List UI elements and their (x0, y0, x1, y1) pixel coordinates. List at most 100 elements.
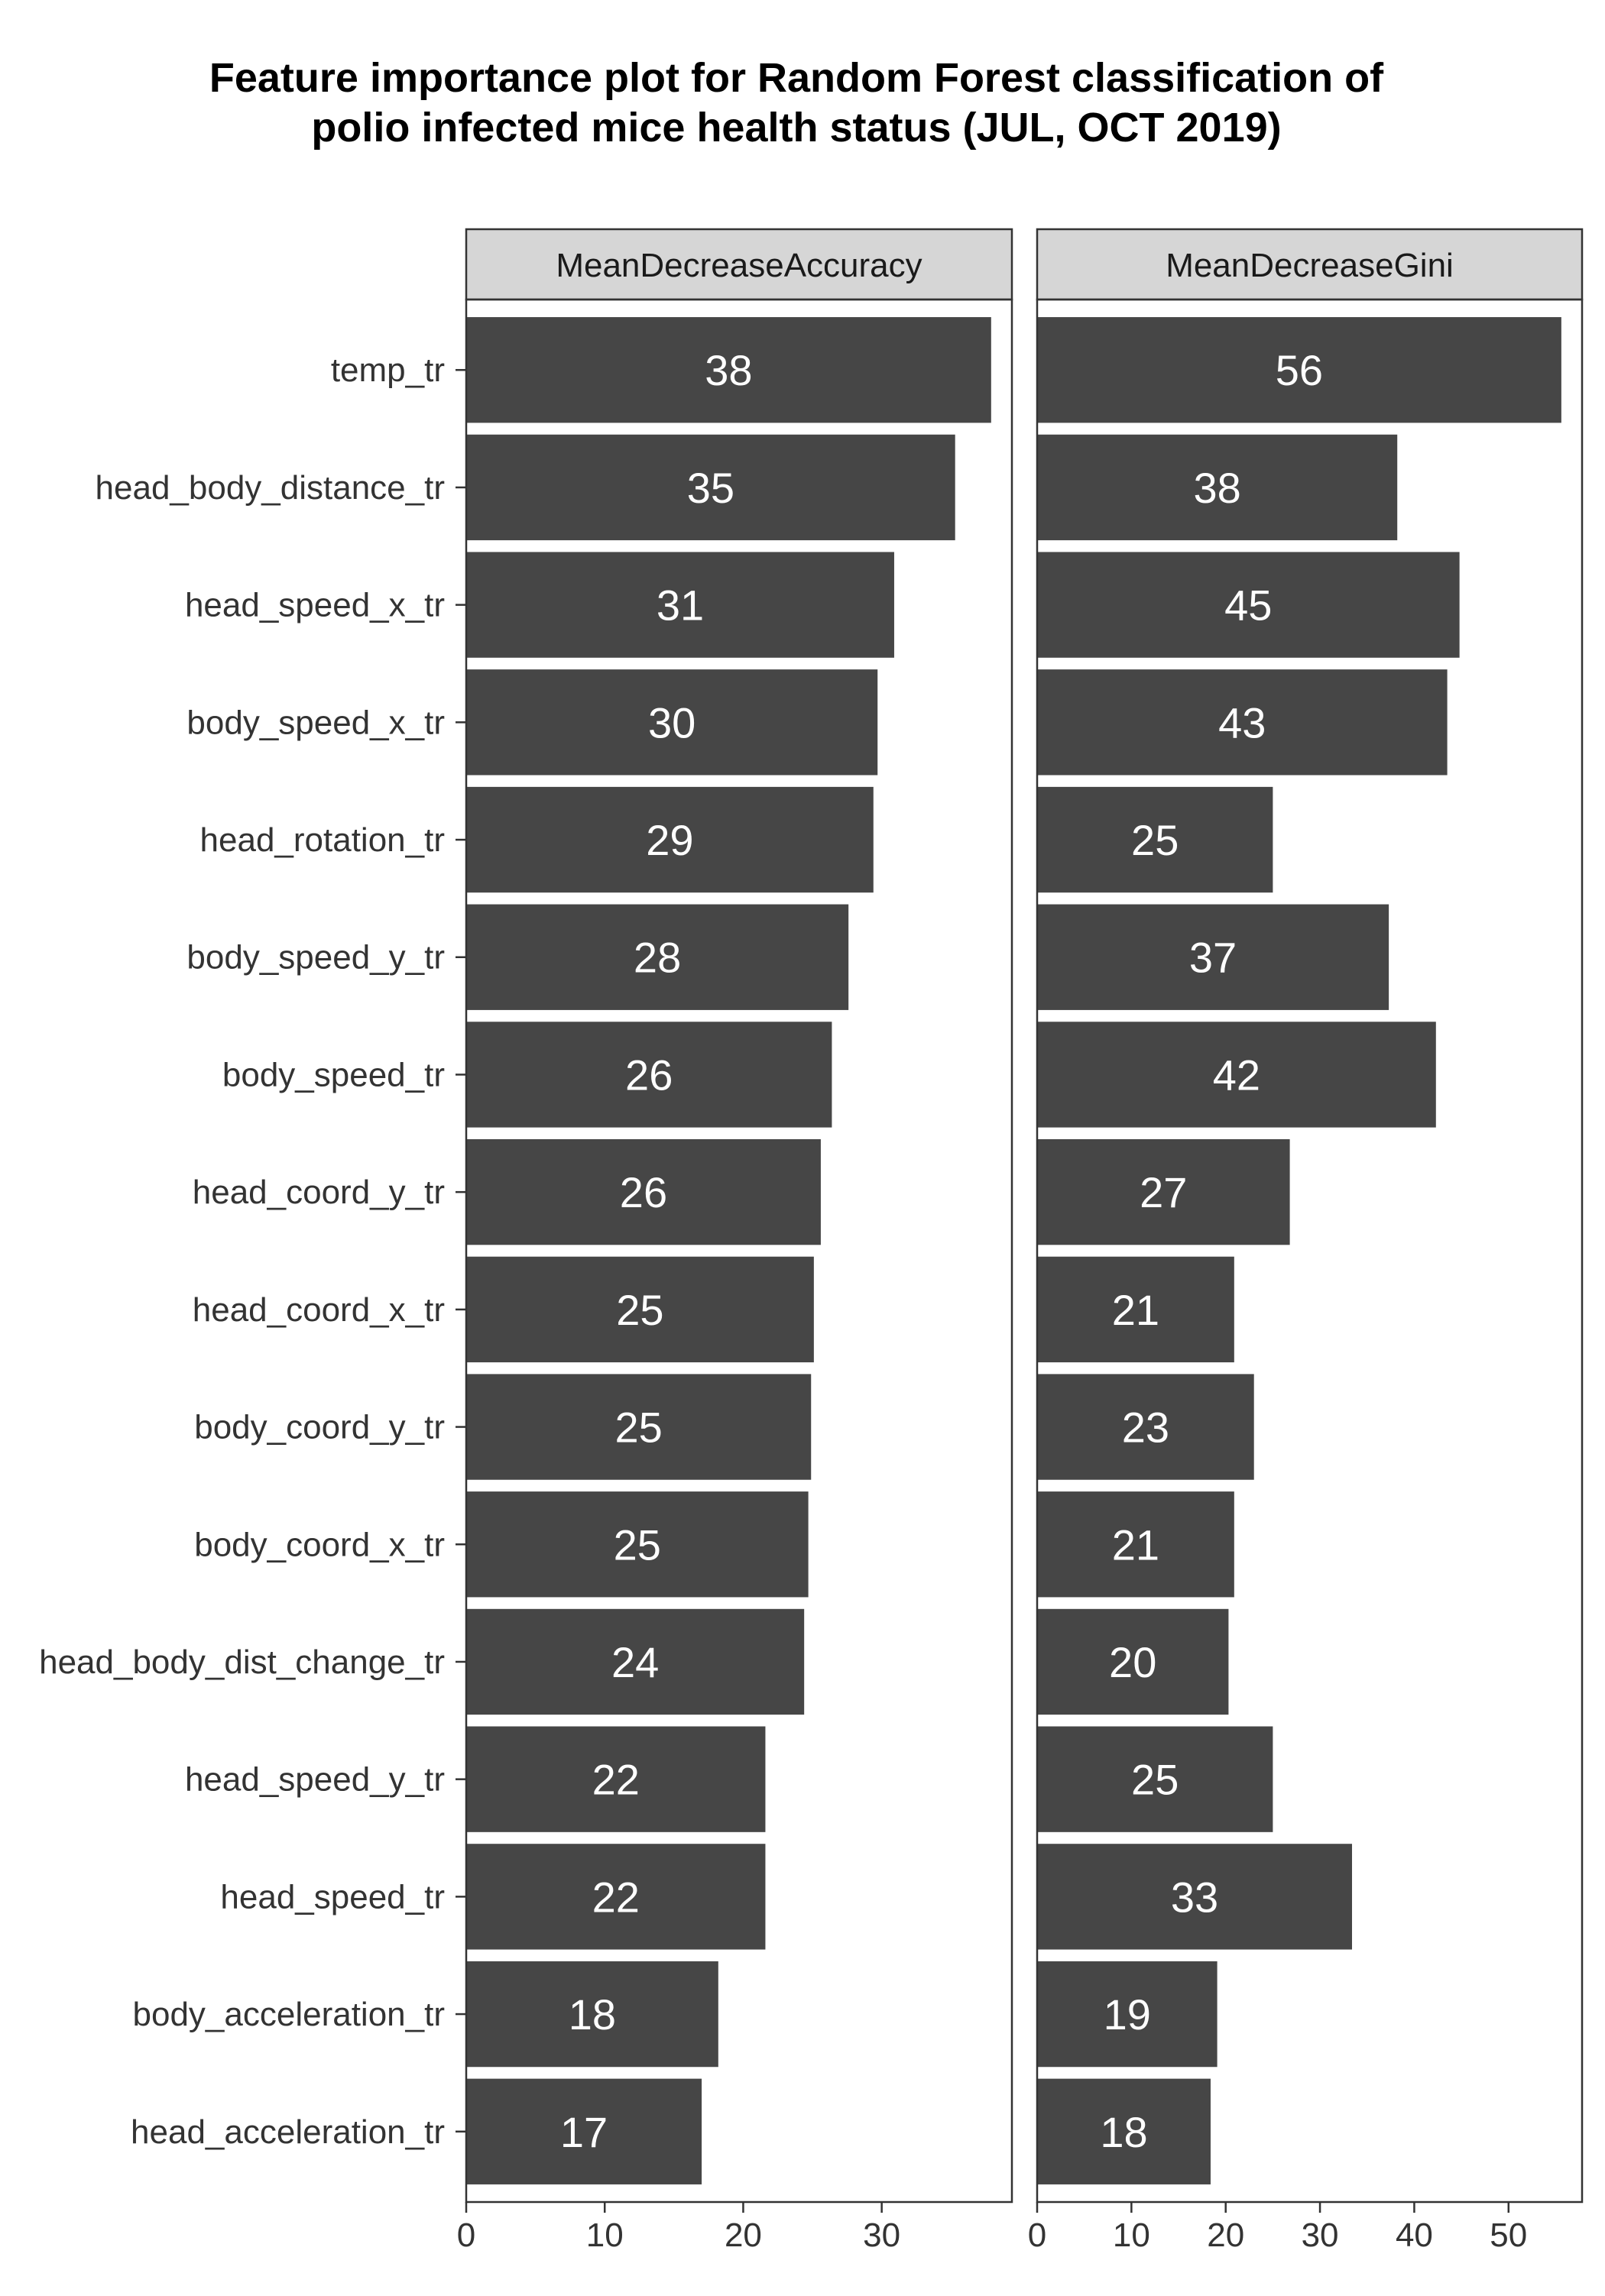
facet-strip-label: MeanDecreaseAccuracy (556, 247, 922, 284)
bar (1037, 317, 1561, 423)
bar (466, 2078, 702, 2184)
y-tick-label: head_rotation_tr (200, 821, 445, 859)
bar-value-label: 23 (1122, 1404, 1169, 1452)
bar (466, 552, 894, 658)
bar-value-label: 26 (620, 1168, 667, 1216)
bar-value-label: 26 (625, 1051, 673, 1099)
y-tick-label: temp_tr (331, 351, 445, 389)
bar (1037, 552, 1460, 658)
bar (466, 1256, 814, 1363)
y-tick-label: body_coord_y_tr (194, 1409, 445, 1446)
bar (1037, 1961, 1218, 2068)
bar-value-label: 22 (592, 1873, 640, 1921)
bar-value-label: 25 (614, 1404, 662, 1452)
bar (466, 1844, 766, 1950)
bar (1037, 786, 1273, 893)
y-tick-label: head_speed_y_tr (185, 1761, 445, 1799)
bar-value-label: 43 (1218, 698, 1266, 746)
x-tick-label: 0 (457, 2217, 475, 2254)
bar-value-label: 33 (1171, 1873, 1218, 1921)
bar-value-label: 35 (687, 464, 734, 512)
bar (466, 904, 849, 1010)
x-tick-label: 50 (1490, 2217, 1527, 2254)
facet-strip-label: MeanDecreaseGini (1166, 247, 1454, 284)
facet-strip (1036, 228, 1584, 301)
bar (1037, 1726, 1273, 1832)
bar-value-label: 25 (616, 1286, 663, 1334)
bar-value-label: 38 (1193, 464, 1240, 512)
y-tick-label: head_speed_tr (220, 1878, 445, 1915)
bar-value-label: 25 (614, 1520, 661, 1569)
bar (466, 669, 878, 776)
bar-value-label: 29 (646, 816, 693, 864)
chart-title-line: polio infected mice health status (JUL, … (311, 105, 1281, 151)
y-tick-label: body_acceleration_tr (133, 1996, 445, 2033)
bar (1037, 1138, 1290, 1245)
x-tick-label: 10 (586, 2217, 624, 2254)
y-tick-label: head_coord_x_tr (193, 1291, 445, 1329)
bar (1037, 669, 1448, 776)
bar (466, 1726, 766, 1832)
facet-panel: MeanDecreaseGini 56 38 45 43 25 37 42 27 21 23 21 20… (1028, 228, 1584, 2254)
bar (1037, 1256, 1234, 1363)
y-tick-label: head_coord_y_tr (193, 1174, 445, 1211)
bar (1037, 1491, 1234, 1598)
bar-value-label: 20 (1109, 1638, 1156, 1686)
bar (1037, 1374, 1254, 1480)
bar-value-label: 22 (592, 1756, 640, 1804)
y-tick-label: head_body_dist_change_tr (39, 1643, 445, 1681)
x-tick-label: 30 (1302, 2217, 1339, 2254)
x-tick-label: 40 (1396, 2217, 1433, 2254)
bar-value-label: 56 (1276, 346, 1323, 394)
bar (1037, 1022, 1436, 1128)
bar-value-label: 25 (1131, 1756, 1179, 1804)
bar-value-label: 45 (1224, 581, 1272, 630)
x-tick-label: 20 (725, 2217, 762, 2254)
facet-panel: MeanDecreaseAccuracy 38 35 31 30 29 28 26 26 25 25… (457, 228, 1013, 2254)
facet-panels: MeanDecreaseAccuracy 38 35 31 30 29 28 26 26 25 25… (457, 228, 1584, 2254)
bar-value-label: 27 (1140, 1168, 1187, 1216)
bar-value-label: 18 (569, 1990, 616, 2039)
y-tick-label: head_acceleration_tr (131, 2113, 445, 2151)
bar-value-label: 37 (1189, 934, 1237, 982)
x-tick-label: 0 (1028, 2217, 1046, 2254)
bar (466, 317, 991, 423)
x-tick-label: 30 (863, 2217, 900, 2254)
bar (466, 1491, 809, 1598)
panel-border (465, 298, 1013, 2204)
y-tick-label: body_speed_y_tr (186, 939, 445, 976)
bar (466, 1608, 805, 1715)
bar (1037, 2078, 1211, 2184)
y-tick-label: head_speed_x_tr (185, 587, 445, 624)
bar-value-label: 24 (611, 1638, 659, 1686)
bar (466, 1022, 832, 1128)
bar (1037, 434, 1398, 541)
bar (1037, 1844, 1353, 1950)
bar (466, 434, 955, 541)
bar-value-label: 42 (1213, 1051, 1260, 1099)
chart-title-line: Feature importance plot for Random Fores… (209, 55, 1384, 101)
bar-value-label: 19 (1104, 1990, 1151, 2039)
bar-value-label: 31 (657, 581, 704, 630)
y-tick-label: body_coord_x_tr (194, 1526, 445, 1563)
bar-value-label: 17 (560, 2108, 608, 2156)
bar-value-label: 28 (634, 934, 681, 982)
panel-border (1036, 298, 1584, 2204)
chart-title: Feature importance plot for Random Fores… (209, 55, 1384, 151)
y-tick-label: head_body_distance_tr (96, 469, 445, 507)
bar-value-label: 30 (648, 698, 696, 746)
bar (466, 1138, 821, 1245)
bar-value-label: 38 (705, 346, 752, 394)
bar (466, 1961, 718, 2068)
bar (1037, 904, 1389, 1010)
y-axis-labels: temp_tr head_body_distance_tr head_speed_x… (39, 351, 466, 2151)
bar (466, 786, 874, 893)
bar-value-label: 18 (1100, 2108, 1147, 2156)
bar (1037, 1608, 1229, 1715)
y-tick-label: body_speed_tr (222, 1056, 445, 1093)
y-tick-label: body_speed_x_tr (186, 704, 445, 741)
bar (466, 1374, 812, 1480)
x-tick-label: 20 (1207, 2217, 1244, 2254)
bar-value-label: 21 (1112, 1520, 1159, 1569)
